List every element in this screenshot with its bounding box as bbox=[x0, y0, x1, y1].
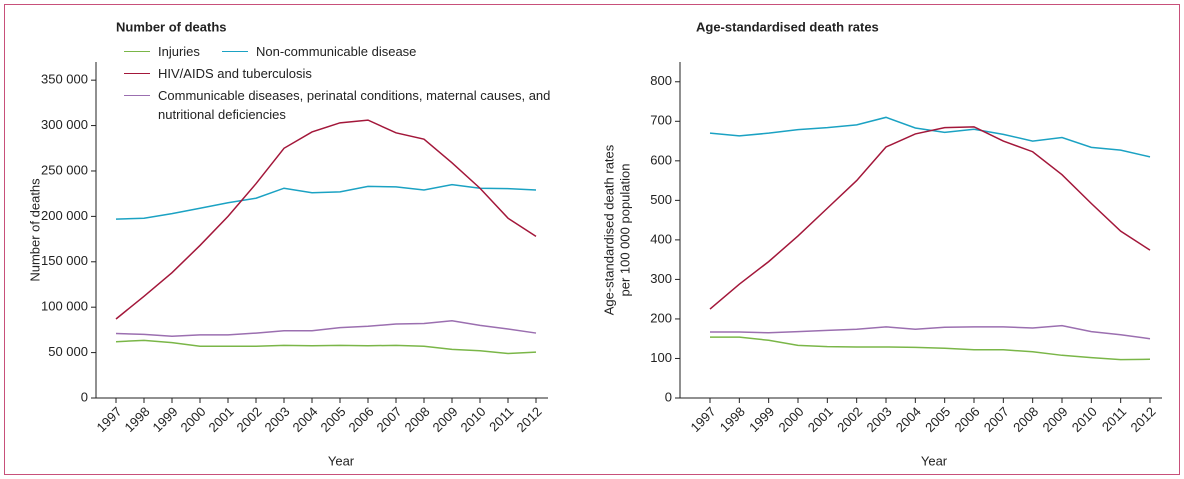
x-tick-label: 2003 bbox=[863, 404, 894, 435]
y-axis-label: Number of deaths bbox=[27, 178, 42, 282]
x-tick-label: 2000 bbox=[775, 404, 806, 435]
legend-item: Communicable diseases, perinatal conditi… bbox=[124, 86, 554, 124]
x-tick-label: 2007 bbox=[373, 404, 404, 435]
x-tick-label: 2012 bbox=[1127, 404, 1158, 435]
legend-swatch bbox=[124, 73, 150, 74]
legend-item: Non-communicable disease bbox=[222, 42, 482, 61]
x-tick-label: 2005 bbox=[317, 404, 348, 435]
x-tick-label: 1998 bbox=[717, 404, 748, 435]
frame bbox=[4, 4, 1180, 475]
x-tick-label: 1998 bbox=[121, 404, 152, 435]
x-tick-label: 2005 bbox=[922, 404, 953, 435]
x-tick-label: 2001 bbox=[805, 404, 836, 435]
y-tick-label: 0 bbox=[665, 389, 672, 404]
legend-item: HIV/AIDS and tuberculosis bbox=[124, 64, 424, 83]
chart-title: Age-standardised death rates bbox=[696, 19, 879, 34]
chart-title: Number of deaths bbox=[116, 19, 227, 34]
x-tick-label: 2010 bbox=[457, 404, 488, 435]
x-tick-label: 2002 bbox=[233, 404, 264, 435]
y-axis-label: Age-standardised death rates bbox=[601, 144, 616, 315]
y-tick-label: 350 000 bbox=[41, 72, 88, 87]
y-tick-label: 800 bbox=[650, 73, 672, 88]
x-tick-label: 2004 bbox=[893, 404, 924, 435]
y-tick-label: 150 000 bbox=[41, 253, 88, 268]
x-tick-label: 2002 bbox=[834, 404, 865, 435]
legend-item: Injuries bbox=[124, 42, 244, 61]
x-tick-label: 2000 bbox=[177, 404, 208, 435]
x-tick-label: 2008 bbox=[401, 404, 432, 435]
series-line bbox=[709, 116, 1151, 158]
y-tick-label: 0 bbox=[81, 389, 88, 404]
x-tick-label: 1997 bbox=[687, 404, 718, 435]
x-tick-label: 1999 bbox=[149, 404, 180, 435]
y-tick-label: 200 000 bbox=[41, 208, 88, 223]
series-line bbox=[115, 320, 537, 338]
y-tick-label: 300 000 bbox=[41, 117, 88, 132]
x-tick-label: 2006 bbox=[951, 404, 982, 435]
y-tick-label: 200 bbox=[650, 310, 672, 325]
x-tick-label: 2010 bbox=[1069, 404, 1100, 435]
y-tick-label: 400 bbox=[650, 231, 672, 246]
y-tick-label: 250 000 bbox=[41, 162, 88, 177]
series-line bbox=[710, 336, 1151, 361]
y-tick-label: 500 bbox=[650, 192, 672, 207]
series-line bbox=[115, 339, 537, 355]
x-axis-label: Year bbox=[921, 453, 948, 468]
legend-label: HIV/AIDS and tuberculosis bbox=[158, 66, 312, 81]
y-tick-label: 100 000 bbox=[41, 299, 88, 314]
x-tick-label: 2012 bbox=[513, 404, 544, 435]
series-line bbox=[115, 183, 537, 220]
x-tick-label: 2001 bbox=[205, 404, 236, 435]
x-tick-label: 2008 bbox=[1010, 404, 1041, 435]
y-tick-label: 700 bbox=[650, 113, 672, 128]
x-tick-label: 2007 bbox=[981, 404, 1012, 435]
series-line bbox=[710, 324, 1151, 340]
x-tick-label: 2004 bbox=[289, 404, 320, 435]
legend-label: Injuries bbox=[158, 44, 200, 59]
series-line bbox=[709, 126, 1151, 310]
legend-label: Communicable diseases, perinatal conditi… bbox=[158, 88, 551, 122]
x-tick-label: 2011 bbox=[486, 404, 516, 434]
legend-swatch bbox=[222, 51, 248, 52]
y-tick-label: 50 000 bbox=[48, 344, 88, 359]
x-tick-label: 2006 bbox=[345, 404, 376, 435]
legend-swatch bbox=[124, 95, 150, 96]
series-line bbox=[115, 119, 537, 320]
x-tick-label: 1999 bbox=[746, 404, 777, 435]
y-tick-label: 100 bbox=[650, 350, 672, 365]
x-tick-label: 2009 bbox=[429, 404, 460, 435]
y-axis-label: per 100 000 population bbox=[617, 163, 632, 296]
x-tick-label: 2003 bbox=[261, 404, 292, 435]
legend-label: Non-communicable disease bbox=[256, 44, 417, 59]
x-tick-label: 2009 bbox=[1039, 404, 1070, 435]
y-tick-label: 300 bbox=[650, 271, 672, 286]
x-tick-label: 2011 bbox=[1099, 404, 1129, 434]
x-axis-label: Year bbox=[328, 453, 355, 468]
y-tick-label: 600 bbox=[650, 152, 672, 167]
legend-swatch bbox=[124, 51, 150, 52]
x-tick-label: 1997 bbox=[93, 404, 124, 435]
